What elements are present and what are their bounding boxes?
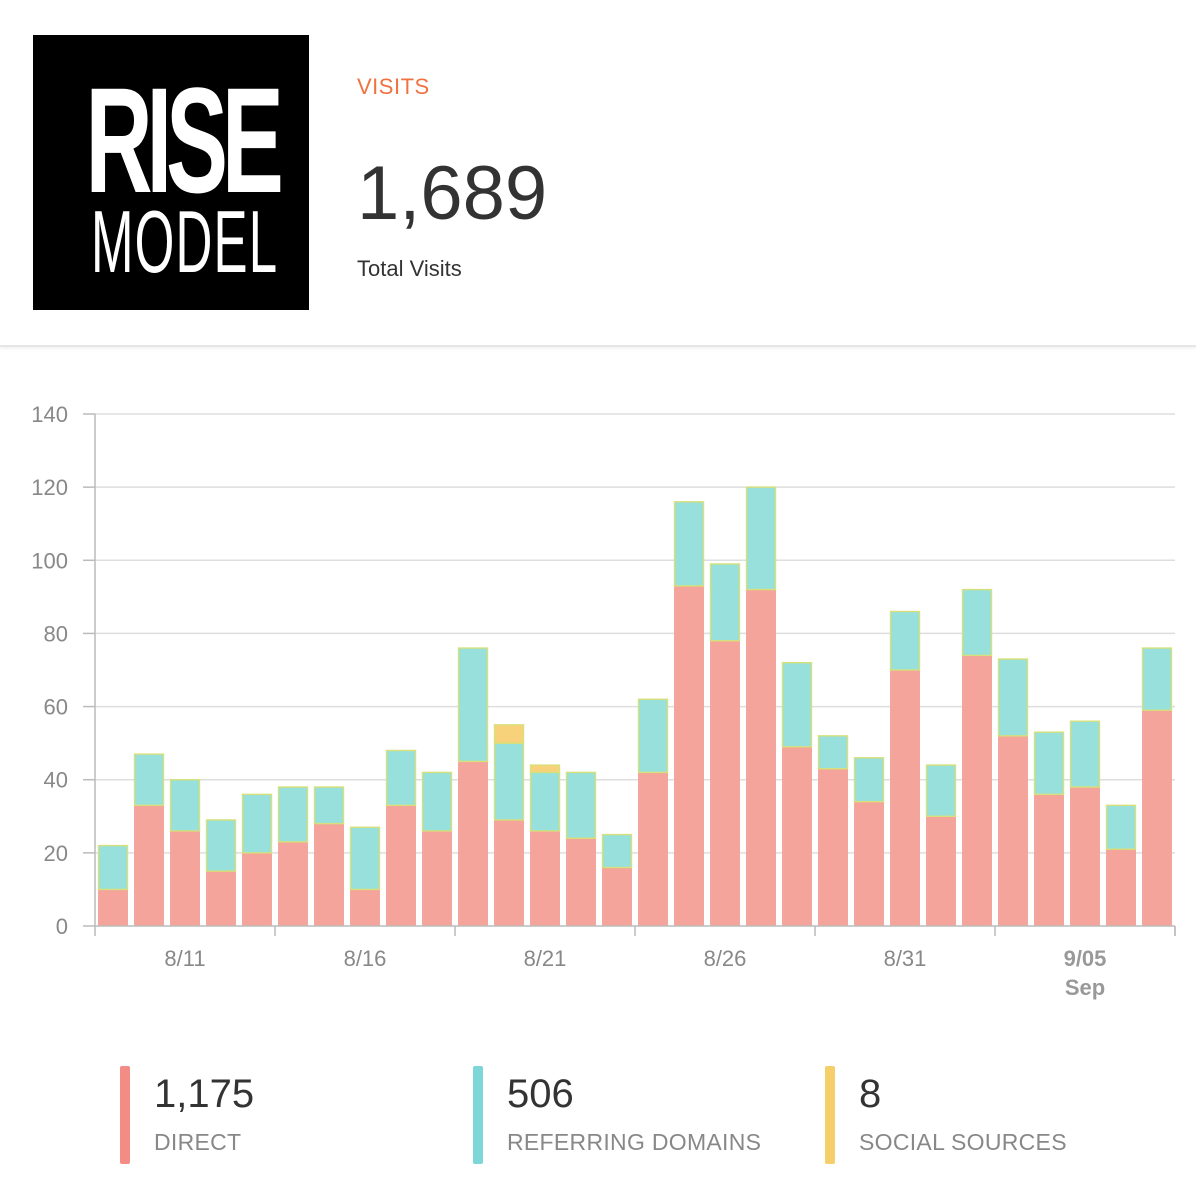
bar-direct[interactable] [1070,786,1100,927]
bar-direct[interactable] [854,801,884,927]
bar-direct[interactable] [782,746,812,927]
bar-referring-domains[interactable] [601,833,633,869]
bar-referring-domains[interactable] [1033,731,1065,796]
bar-referring-domains[interactable] [817,735,849,770]
bar-referring-domains[interactable] [565,771,597,839]
bar-referring-domains[interactable] [493,742,525,821]
bar-referring-domains[interactable] [97,844,129,891]
y-tick-label: 0 [56,914,68,939]
bar-referring-domains[interactable] [889,610,921,671]
bar-direct[interactable] [674,585,704,927]
chart-gridlines [95,413,1175,854]
legend-value-social-sources: 8 [859,1072,882,1116]
bar-referring-domains[interactable] [133,753,165,807]
bar-referring-domains[interactable] [349,826,381,891]
bar-referring-domains[interactable] [385,749,417,807]
bar-referring-domains[interactable] [277,786,309,843]
y-tick-label: 120 [31,475,68,500]
bar-direct[interactable] [926,815,956,927]
legend-swatch-referring-domains [473,1066,483,1164]
logo-text-model: MODEL [90,192,279,291]
bar-referring-domains[interactable] [205,819,237,872]
bar-direct[interactable] [638,772,668,927]
bar-direct[interactable] [1034,793,1064,927]
bar-direct[interactable] [206,870,236,927]
bar-referring-domains[interactable] [313,786,345,825]
x-tick-sublabel: Sep [1065,975,1105,1000]
bar-referring-domains[interactable] [1069,720,1101,788]
bar-referring-domains[interactable] [241,793,273,854]
legend-value-referring-domains: 506 [507,1072,574,1116]
bar-direct[interactable] [890,669,920,927]
y-tick-label: 80 [44,621,68,646]
bar-direct[interactable] [314,823,344,927]
chart-axes: 0 20 40 60 80 100 120 140 8/11 8/16 8/21 8/26 8/31 9/… [31,402,1176,1000]
x-tick-label: 8/11 [164,946,205,971]
bar-referring-domains[interactable] [961,588,993,657]
bar-direct[interactable] [1142,709,1172,927]
chart-bars [97,486,1173,927]
bar-direct[interactable] [278,841,308,927]
bar-direct[interactable] [422,830,452,927]
bar-social-sources[interactable] [493,724,525,744]
bar-direct[interactable] [494,819,524,927]
total-visits-label: Total Visits [357,256,462,281]
header: RISE MODEL VISITS 1,689 Total Visits [0,0,1196,347]
bar-referring-domains[interactable] [637,698,669,774]
y-tick-label: 60 [44,695,68,720]
bar-direct[interactable] [710,640,740,927]
x-tick-label: 8/16 [344,946,387,971]
bar-direct[interactable] [530,830,560,927]
bar-referring-domains[interactable] [745,486,777,591]
total-visits-value: 1,689 [357,151,548,236]
logo-text-rise: RISE [85,56,283,224]
bar-social-sources[interactable] [529,764,561,774]
bar-referring-domains[interactable] [781,661,813,748]
bar-direct[interactable] [134,804,164,927]
y-tick-label: 20 [44,841,68,866]
legend-value-direct: 1,175 [154,1072,255,1116]
bar-referring-domains[interactable] [853,757,885,803]
x-tick-label: 9/05 [1064,946,1107,971]
bar-referring-domains[interactable] [1105,804,1137,850]
legend-label-direct: DIRECT [154,1129,242,1155]
rise-model-logo: RISE MODEL [33,35,309,310]
legend-label-referring-domains: REFERRING DOMAINS [507,1129,762,1155]
bar-direct[interactable] [350,889,380,927]
x-tick-label: 8/26 [704,946,747,971]
legend-swatch-social-sources [825,1066,835,1164]
legend-swatch-direct [120,1066,130,1164]
bar-direct[interactable] [998,735,1028,927]
y-tick-label: 100 [31,548,68,573]
bar-direct[interactable] [602,867,632,927]
bar-referring-domains[interactable] [925,764,957,817]
legend-label-social-sources: SOCIAL SOURCES [859,1129,1067,1155]
bar-referring-domains[interactable] [457,647,489,763]
bar-referring-domains[interactable] [997,658,1029,737]
y-tick-label: 40 [44,768,68,793]
bar-referring-domains[interactable] [529,771,561,832]
bar-referring-domains[interactable] [709,563,741,642]
visits-label: VISITS [357,74,430,99]
x-tick-label: 8/31 [884,946,927,971]
bar-direct[interactable] [962,654,992,927]
y-tick-label: 140 [31,402,68,427]
bar-direct[interactable] [1106,848,1136,927]
x-tick-label: 8/21 [524,946,567,971]
bar-referring-domains[interactable] [1141,647,1173,711]
bar-direct[interactable] [170,830,200,927]
bar-referring-domains[interactable] [673,501,705,587]
bar-direct[interactable] [386,804,416,927]
bar-referring-domains[interactable] [421,771,453,832]
bar-direct[interactable] [98,889,128,927]
bar-referring-domains[interactable] [169,779,201,832]
bar-direct[interactable] [566,837,596,927]
visits-stacked-bar-chart: 0 20 40 60 80 100 120 140 8/11 8/16 8/21 8/26 8/31 9/… [31,402,1176,1000]
bar-direct[interactable] [818,768,848,927]
bar-direct[interactable] [746,589,776,927]
bar-direct[interactable] [458,761,488,927]
bar-direct[interactable] [242,852,272,927]
